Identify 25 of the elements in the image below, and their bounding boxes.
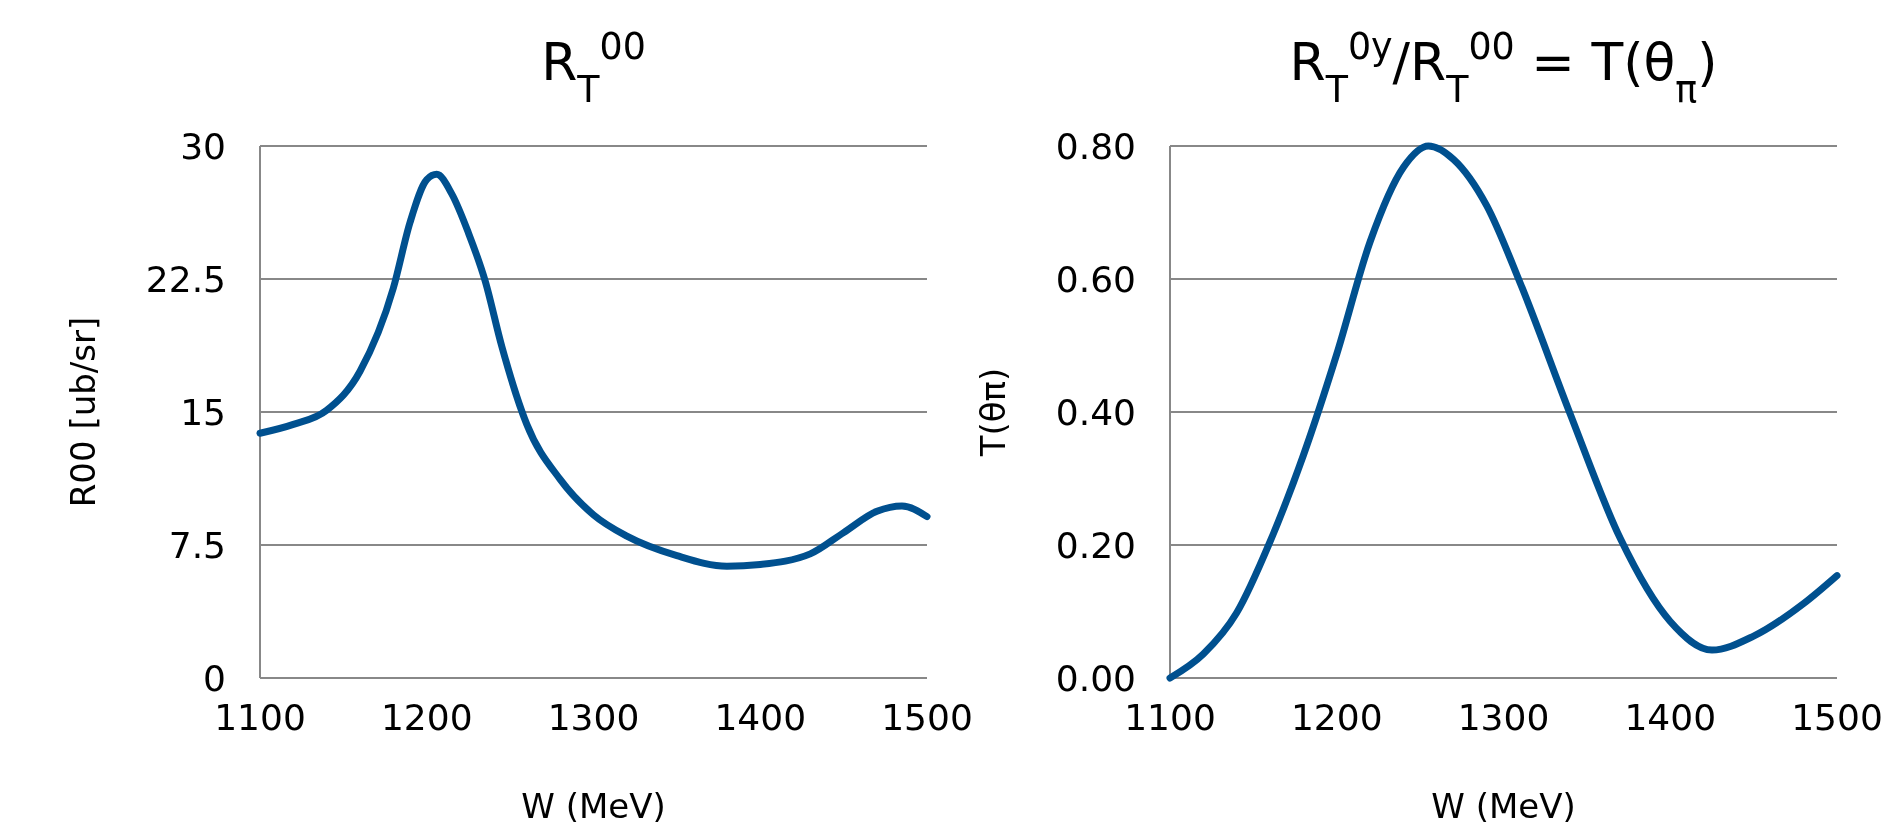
x-tick-label: 1400 [714, 697, 807, 738]
x-axis-title: W (MeV) [521, 786, 666, 826]
x-tick-label: 1100 [214, 697, 306, 738]
x-axis-title: W (MeV) [1431, 786, 1576, 826]
x-tick-label: 1400 [1624, 697, 1717, 738]
y-tick-label: 0.00 [1055, 657, 1136, 699]
x-tick-label: 1100 [1124, 697, 1216, 738]
x-tick-label: 1500 [1791, 697, 1883, 738]
y-tick-label: 0.20 [1055, 524, 1136, 566]
y-tick-label: 0 [203, 657, 226, 699]
x-tick-label: 1300 [547, 697, 640, 738]
x-tick-label: 1500 [881, 697, 973, 738]
y-tick-label: 22.5 [145, 258, 226, 300]
y-tick-label: 30 [180, 125, 226, 167]
x-tick-label: 1200 [1290, 697, 1383, 738]
y-tick-label: 0.60 [1055, 258, 1136, 300]
chart-title: R$_{T}$$^{0y}$/R$_{T}$$^{00}$ = T(θ$_{π}$) [1289, 24, 1718, 111]
y-tick-label: 0.40 [1055, 391, 1136, 433]
y-tick-label: 15 [180, 391, 226, 433]
y-tick-label: 7.5 [168, 524, 226, 566]
x-tick-label: 1200 [380, 697, 473, 738]
y-axis-title: T(θπ) [973, 367, 1013, 458]
y-tick-label: 0.80 [1055, 125, 1136, 167]
y-axis-title: R00 [ub/sr] [63, 316, 103, 508]
x-tick-label: 1300 [1457, 697, 1550, 738]
